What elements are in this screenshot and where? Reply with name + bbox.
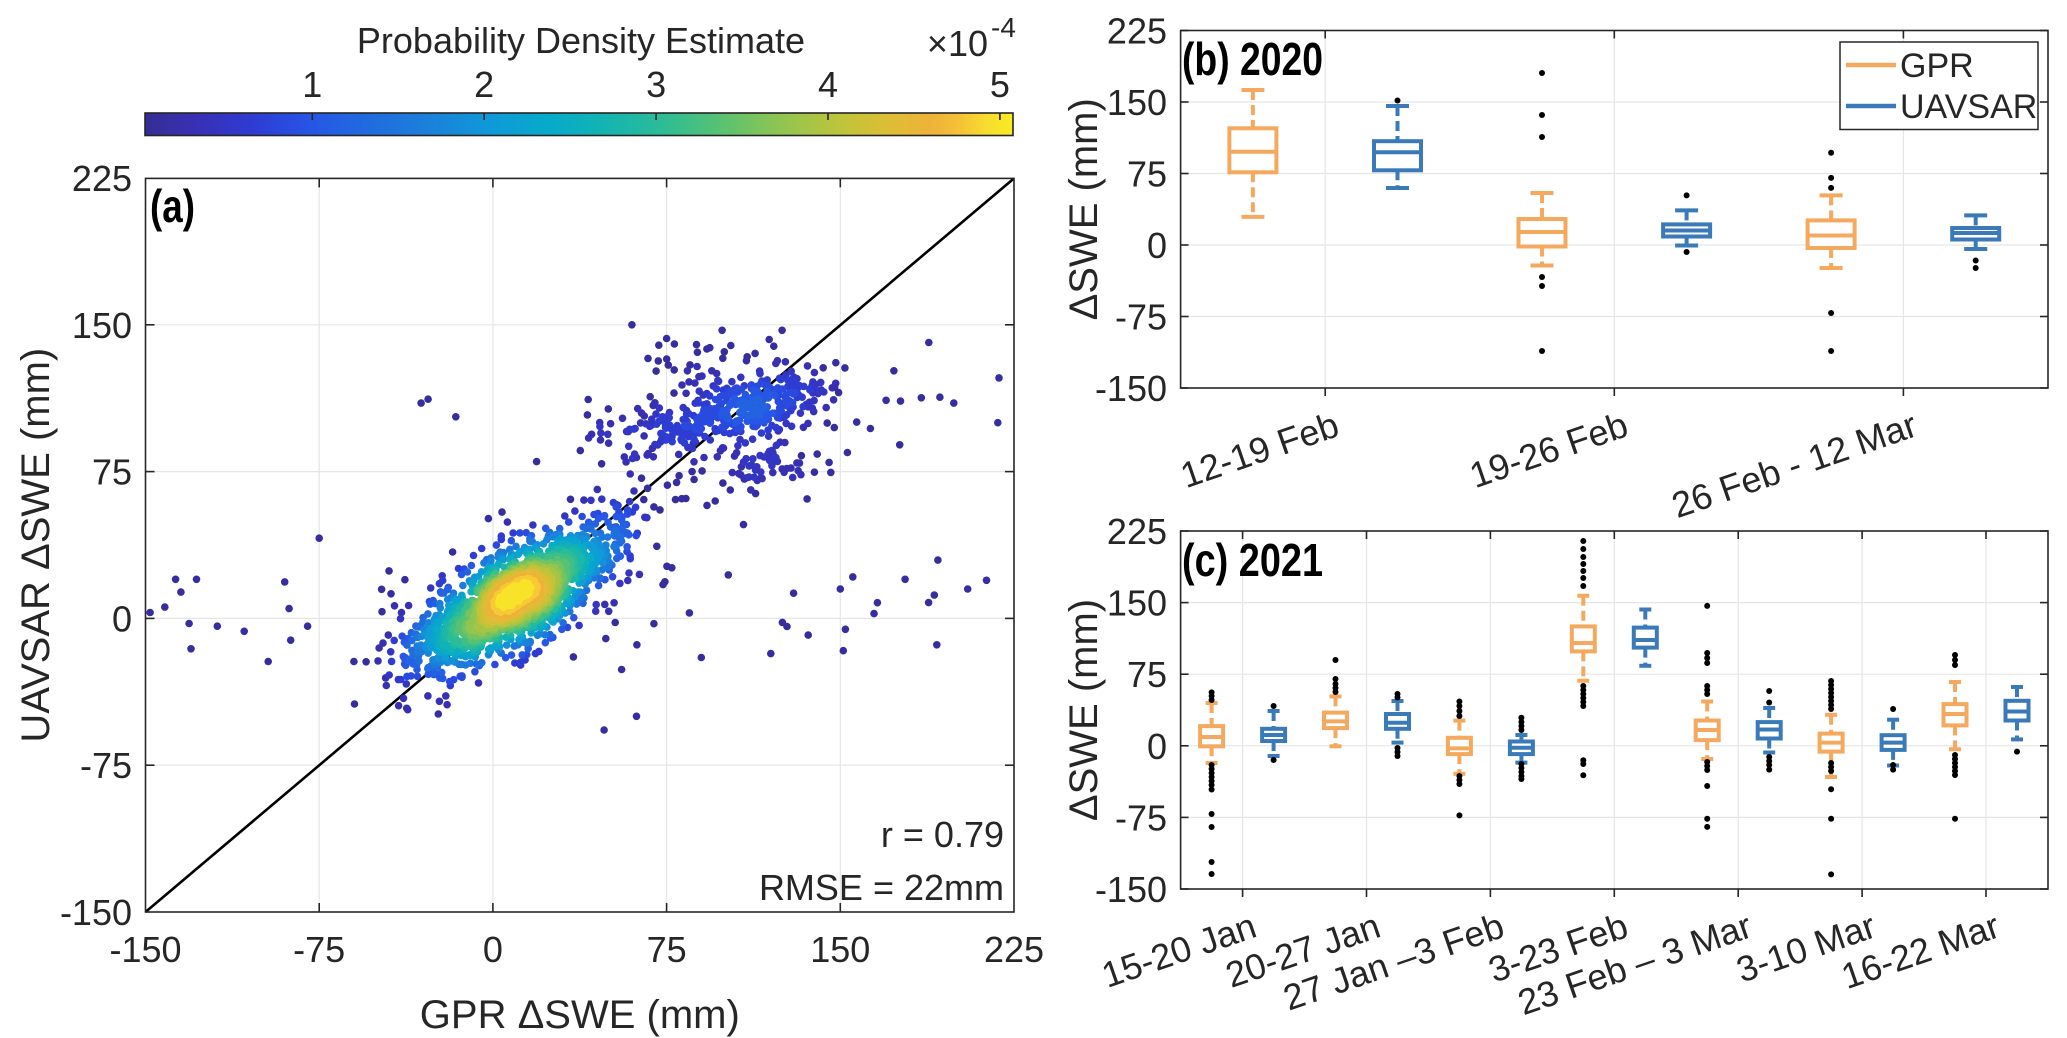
svg-text:150: 150: [1107, 583, 1167, 624]
svg-text:RMSE = 22mm: RMSE = 22mm: [759, 867, 1004, 908]
svg-text:3: 3: [646, 64, 666, 105]
svg-text:225: 225: [1107, 11, 1167, 52]
svg-text:-150: -150: [109, 929, 181, 970]
svg-text:ΔSWE (mm): ΔSWE (mm): [1062, 98, 1106, 320]
svg-text:-150: -150: [1095, 869, 1167, 910]
svg-text:225: 225: [1107, 511, 1167, 552]
svg-text:-150: -150: [60, 892, 132, 933]
svg-text:-4: -4: [991, 12, 1016, 43]
svg-text:0: 0: [112, 598, 132, 639]
svg-text:×10: ×10: [927, 23, 988, 64]
svg-text:-75: -75: [293, 929, 345, 970]
svg-text:225: 225: [984, 929, 1044, 970]
svg-text:(c) 2021: (c) 2021: [1182, 534, 1323, 586]
svg-text:r = 0.79: r = 0.79: [881, 814, 1004, 855]
svg-text:75: 75: [1127, 654, 1167, 695]
svg-text:0: 0: [1147, 225, 1167, 266]
svg-text:-75: -75: [1115, 297, 1167, 338]
svg-text:2: 2: [474, 64, 494, 105]
svg-text:ΔSWE (mm): ΔSWE (mm): [1062, 599, 1106, 821]
svg-text:150: 150: [810, 929, 870, 970]
svg-text:1: 1: [302, 64, 322, 105]
svg-text:4: 4: [818, 64, 838, 105]
svg-text:-75: -75: [80, 745, 132, 786]
svg-text:150: 150: [1107, 82, 1167, 123]
svg-text:225: 225: [72, 158, 132, 199]
svg-text:(b) 2020: (b) 2020: [1182, 33, 1323, 85]
svg-text:-150: -150: [1095, 368, 1167, 409]
svg-text:75: 75: [647, 929, 687, 970]
svg-text:150: 150: [72, 305, 132, 346]
svg-text:5: 5: [990, 64, 1010, 105]
svg-text:UAVSAR: UAVSAR: [1900, 88, 2037, 126]
svg-text:0: 0: [483, 929, 503, 970]
svg-text:GPR: GPR: [1900, 47, 1974, 85]
svg-text:0: 0: [1147, 726, 1167, 767]
svg-text:Probability Density Estimate: Probability Density Estimate: [357, 20, 805, 61]
svg-text:(a): (a): [150, 180, 195, 232]
svg-text:75: 75: [1127, 154, 1167, 195]
svg-text:-75: -75: [1115, 797, 1167, 838]
svg-text:75: 75: [92, 452, 132, 493]
svg-text:UAVSAR ΔSWE (mm): UAVSAR ΔSWE (mm): [14, 348, 58, 743]
svg-text:GPR ΔSWE (mm): GPR ΔSWE (mm): [420, 993, 740, 1037]
